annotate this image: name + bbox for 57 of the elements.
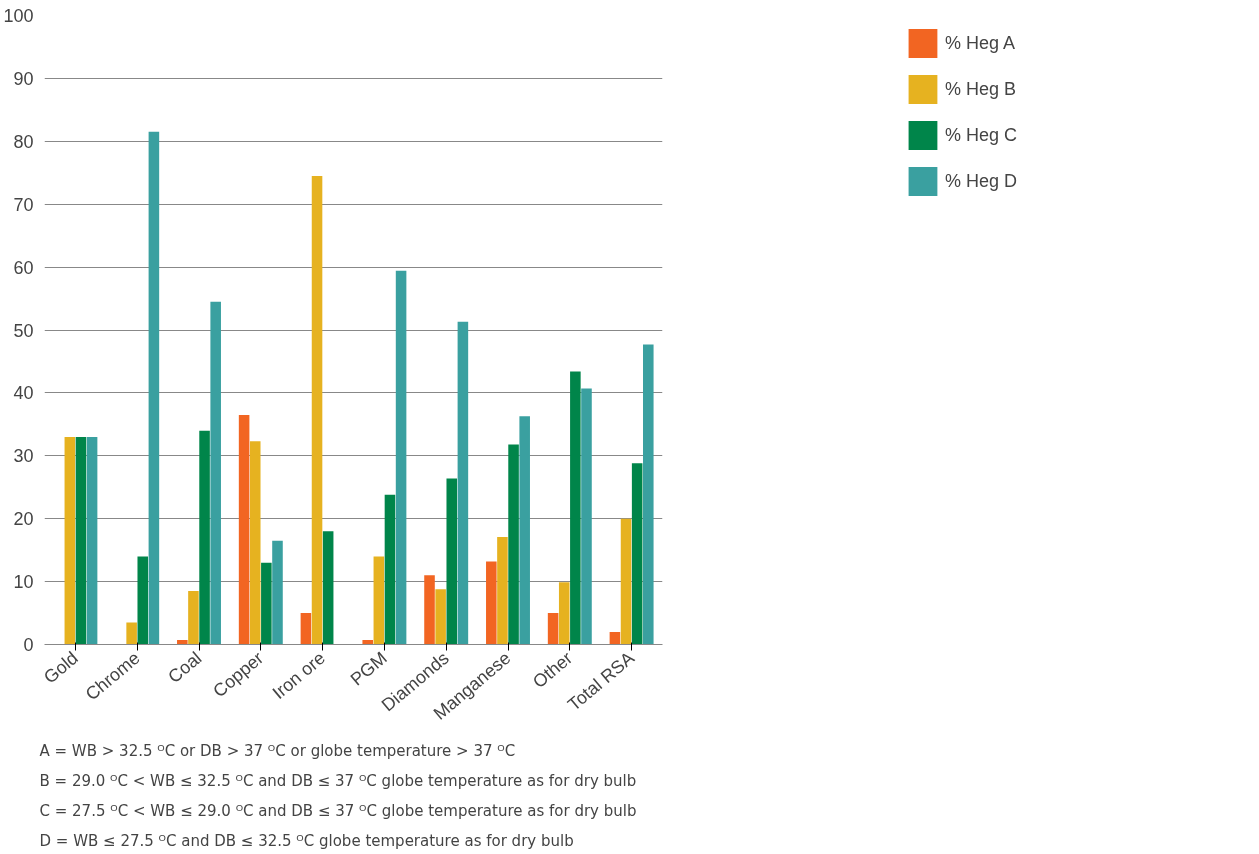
y-tick-label: 10 [13,572,34,593]
y-tick-label: 60 [13,257,34,278]
text: C = 27.5 ᴼC < WB ≤ 29.0 ᴼC and DB ≤ 37 ᴼC globe temperature as for dry bulb [39,801,637,820]
y-tick-label: 90 [13,68,34,89]
bar [238,414,250,645]
text: B = 29.0 ᴼC < WB ≤ 32.5 ᴼC and DB ≤ 37 ᴼC globe temperature as for dry bulb [39,771,637,790]
bar [570,371,581,645]
bar [373,556,385,645]
bar [395,270,407,645]
bar [300,613,312,645]
bar [249,441,261,645]
bar [210,301,221,645]
bar [272,540,283,645]
legend-label: % Heg D [944,170,1018,192]
bar [446,478,458,645]
text: A = WB > 32.5 ᴼC or DB > 37 ᴼC or globe temperature > 37 ᴼC [39,741,516,760]
bar [86,436,98,645]
bar [519,416,530,645]
legend-label: % Heg A [944,32,1016,54]
bar [384,494,396,645]
bar [497,536,508,645]
bar [64,436,76,645]
bar [620,518,632,645]
bar [362,640,373,645]
bar [435,589,446,645]
bar [457,321,469,645]
y-tick-label: 80 [13,131,34,152]
y-tick-label: 0 [23,635,34,655]
bar [188,591,199,645]
y-tick-label: 50 [13,320,34,341]
bar [581,388,592,645]
bar [508,444,519,645]
bar [137,556,149,645]
bar [126,622,137,645]
y-tick-label: 100 [3,6,34,26]
bar [261,562,272,645]
bar [177,640,188,645]
bar [547,613,559,645]
x-tick-label: Iron ore [268,647,330,704]
y-tick-label: 70 [13,194,34,215]
y-tick-label: 40 [13,383,34,404]
bar [311,175,323,645]
bar [75,436,87,645]
bar [424,575,435,645]
bar [558,582,570,645]
y-tick-label: 20 [13,509,34,530]
bar [322,531,334,645]
legend-label: % Heg C [944,124,1018,146]
y-tick-label: 30 [13,446,34,467]
bar [643,344,654,645]
bar [148,131,160,645]
bar [609,631,621,645]
bar [631,463,643,645]
bar [486,561,497,645]
text: D = WB ≤ 27.5 ᴼC and DB ≤ 32.5 ᴼC globe temperature as for dry bulb [39,831,574,850]
bar [199,430,210,645]
legend-label: % Heg B [944,78,1017,100]
